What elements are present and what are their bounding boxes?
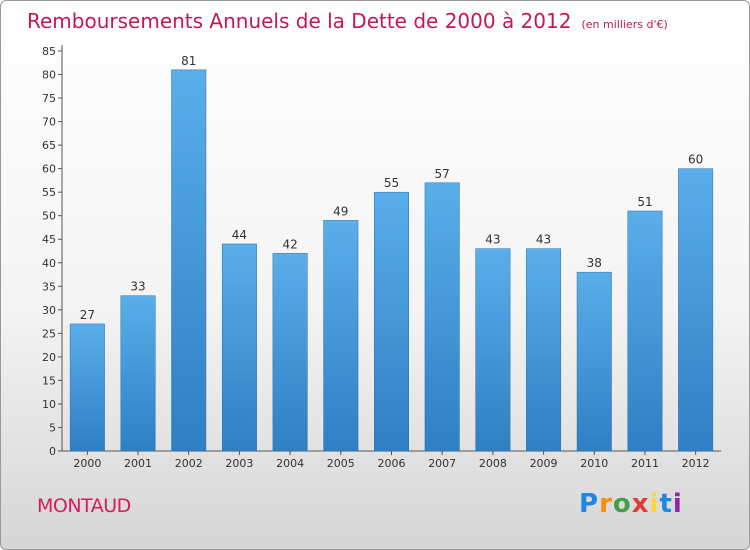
x-tick-label: 2006 bbox=[378, 457, 406, 470]
bar bbox=[424, 182, 460, 452]
data-label: 57 bbox=[435, 167, 450, 181]
y-tick-label: 0 bbox=[49, 445, 56, 458]
y-tick-label: 55 bbox=[42, 186, 56, 199]
y-tick-label: 30 bbox=[42, 304, 56, 317]
x-tick-label: 2009 bbox=[530, 457, 558, 470]
logo-letter: o bbox=[612, 489, 632, 519]
data-label: 27 bbox=[80, 308, 95, 322]
data-label: 42 bbox=[282, 237, 297, 251]
y-tick-label: 75 bbox=[42, 92, 56, 105]
y-tick-label: 5 bbox=[49, 421, 56, 434]
bar bbox=[272, 253, 308, 452]
place-name: MONTAUD bbox=[37, 495, 131, 517]
y-tick-label: 45 bbox=[42, 233, 56, 246]
y-tick-label: 70 bbox=[42, 116, 56, 129]
y-tick-label: 60 bbox=[42, 163, 56, 176]
x-tick-label: 2007 bbox=[428, 457, 456, 470]
x-tick-label: 2000 bbox=[73, 457, 101, 470]
bar bbox=[627, 210, 663, 452]
x-tick-label: 2003 bbox=[225, 457, 253, 470]
chart-title-unit: (en milliers d'€) bbox=[581, 18, 668, 31]
data-label: 38 bbox=[587, 256, 602, 270]
x-tick-label: 2004 bbox=[276, 457, 304, 470]
logo-letter: i bbox=[672, 489, 683, 519]
y-tick-label: 15 bbox=[42, 374, 56, 387]
logo-letter: t bbox=[659, 489, 673, 519]
data-label: 81 bbox=[181, 54, 196, 68]
x-tick-label: 2012 bbox=[682, 457, 710, 470]
y-tick-label: 10 bbox=[42, 398, 56, 411]
logo-letter: r bbox=[599, 489, 613, 519]
bar bbox=[120, 295, 156, 452]
x-tick-label: 2011 bbox=[631, 457, 659, 470]
data-label: 51 bbox=[637, 195, 652, 209]
proxiti-logo: Proxiti bbox=[579, 489, 683, 519]
data-label: 60 bbox=[688, 153, 703, 167]
y-tick-label: 85 bbox=[42, 45, 56, 58]
x-tick-label: 2005 bbox=[327, 457, 355, 470]
bar bbox=[69, 323, 105, 452]
y-tick-label: 20 bbox=[42, 351, 56, 364]
bar bbox=[323, 220, 359, 452]
data-label: 49 bbox=[333, 204, 348, 218]
x-tick-label: 2008 bbox=[479, 457, 507, 470]
y-tick-label: 80 bbox=[42, 69, 56, 82]
data-label: 44 bbox=[232, 228, 247, 242]
x-tick-label: 2002 bbox=[175, 457, 203, 470]
y-tick-label: 50 bbox=[42, 210, 56, 223]
data-label: 33 bbox=[130, 280, 145, 294]
bar bbox=[576, 271, 612, 452]
bar bbox=[678, 168, 714, 452]
bar bbox=[221, 243, 257, 452]
logo-letter: x bbox=[631, 489, 650, 519]
bar bbox=[526, 248, 562, 452]
logo-letter: i bbox=[649, 489, 660, 519]
bar bbox=[171, 69, 207, 452]
data-label: 43 bbox=[536, 233, 551, 247]
bar bbox=[374, 191, 409, 452]
chart-title-text: Remboursements Annuels de la Dette de 20… bbox=[27, 9, 572, 33]
data-label: 43 bbox=[485, 233, 500, 247]
x-tick-label: 2001 bbox=[124, 457, 152, 470]
y-tick-label: 25 bbox=[42, 327, 56, 340]
chart-title: Remboursements Annuels de la Dette de 20… bbox=[27, 9, 668, 33]
y-tick-label: 40 bbox=[42, 257, 56, 270]
data-label: 55 bbox=[384, 176, 399, 190]
x-tick-label: 2010 bbox=[580, 457, 608, 470]
bar bbox=[475, 248, 511, 452]
logo-letter: P bbox=[579, 489, 600, 519]
y-tick-label: 65 bbox=[42, 139, 56, 152]
y-tick-label: 35 bbox=[42, 280, 56, 293]
